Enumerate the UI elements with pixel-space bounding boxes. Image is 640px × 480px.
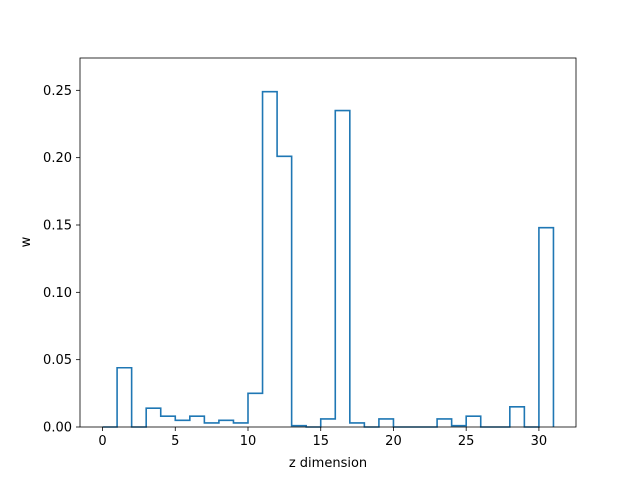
- histogram-bin-25: [466, 416, 481, 427]
- histogram-bin-16: [335, 111, 350, 427]
- histogram-bin-6: [190, 416, 205, 427]
- histogram-bin-19: [379, 419, 394, 427]
- x-tick-label: 15: [312, 434, 329, 449]
- y-tick-label: 0.00: [43, 421, 72, 436]
- y-tick-label: 0.05: [43, 353, 72, 368]
- histogram-bin-12: [277, 156, 292, 427]
- y-tick-label: 0.15: [43, 218, 72, 233]
- histogram-bin-11: [263, 92, 278, 427]
- plot-frame: [79, 57, 577, 428]
- histogram-bin-4: [161, 416, 176, 427]
- x-axis-label: z dimension: [289, 456, 367, 471]
- histogram-bin-30: [539, 228, 554, 427]
- y-axis-label: w: [19, 236, 34, 247]
- x-tick-label: 25: [458, 434, 475, 449]
- histogram-bin-10: [248, 393, 263, 427]
- y-axis-ticks: 0.00 0.05 0.10 0.15 0.20 0.25: [43, 84, 80, 436]
- histogram-bin-5: [175, 420, 190, 427]
- histogram-bin-23: [437, 419, 452, 427]
- histogram-bin-1: [117, 368, 132, 427]
- y-tick-label: 0.10: [43, 286, 72, 301]
- histogram-bin-8: [219, 420, 234, 427]
- x-axis-ticks: 0 5 10 15 20 25 30: [98, 427, 547, 449]
- histogram-bin-15: [321, 419, 336, 427]
- x-tick-label: 20: [385, 434, 402, 449]
- histogram-bin-28: [510, 407, 525, 427]
- x-tick-label: 30: [531, 434, 548, 449]
- x-tick-label: 0: [98, 434, 106, 449]
- y-tick-label: 0.20: [43, 151, 72, 166]
- x-tick-label: 10: [240, 434, 257, 449]
- y-tick-label: 0.25: [43, 84, 72, 99]
- x-tick-label: 5: [171, 434, 179, 449]
- histogram-outline: [102, 90, 555, 428]
- histogram-bin-3: [146, 408, 161, 427]
